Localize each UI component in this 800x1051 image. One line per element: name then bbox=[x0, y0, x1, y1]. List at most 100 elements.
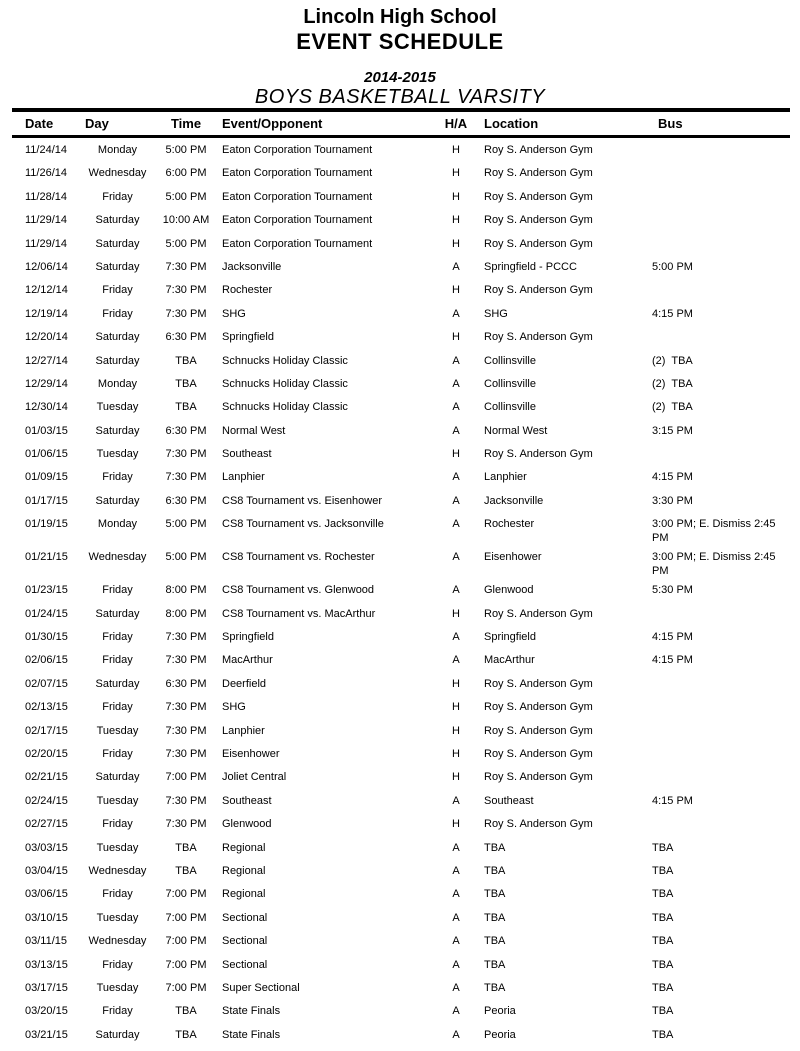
cell-date: 02/24/15 bbox=[25, 794, 68, 807]
cell-event: Joliet Central bbox=[222, 771, 287, 784]
cell-location: TBA bbox=[484, 864, 506, 877]
cell-bus: 4:15 PM bbox=[652, 794, 693, 807]
cell-day: Wednesday bbox=[88, 864, 147, 877]
cell-ha: A bbox=[452, 864, 460, 877]
cell-ha: A bbox=[452, 794, 460, 807]
cell-location: TBA bbox=[484, 958, 506, 971]
cell-ha: H bbox=[452, 747, 460, 760]
table-row: 02/17/15 Tuesday 7:30 PM Lanphier H Roy S. An… bbox=[12, 719, 790, 742]
cell-bus bbox=[650, 442, 790, 447]
cell-bus: 3:00 PM; E. Dismiss 2:45 PM bbox=[652, 518, 779, 545]
cell-date: 03/20/15 bbox=[25, 1005, 68, 1018]
cell-date: 11/24/14 bbox=[25, 144, 68, 156]
cell-time: 5:00 PM bbox=[165, 190, 207, 203]
table-row: 01/24/15 Saturday 8:00 PM CS8 Tournament vs… bbox=[12, 602, 790, 625]
cell-time: 5:00 PM bbox=[165, 144, 207, 156]
table-row: 01/23/15 Friday 8:00 PM CS8 Tournament vs. … bbox=[12, 578, 790, 601]
cell-date: 11/29/14 bbox=[25, 237, 68, 250]
schedule-table: Date Day Time Event/Opponent H/A Locatio… bbox=[12, 108, 790, 1046]
cell-ha: H bbox=[452, 144, 460, 156]
cell-bus bbox=[650, 161, 790, 166]
cell-time: 7:30 PM bbox=[165, 260, 207, 273]
table-row: 02/24/15 Tuesday 7:30 PM Southeast A Southeas… bbox=[12, 789, 790, 812]
table-row: 01/17/15 Saturday 6:30 PM CS8 Tournament vs… bbox=[12, 489, 790, 512]
cell-time: 5:00 PM bbox=[165, 551, 207, 564]
table-row: 11/29/14 Saturday 5:00 PM Eaton Corporation… bbox=[12, 232, 790, 255]
cell-location: Roy S. Anderson Gym bbox=[484, 677, 593, 690]
cell-event: Lanphier bbox=[222, 471, 265, 484]
cell-date: 12/20/14 bbox=[25, 331, 68, 344]
cell-bus: TBA bbox=[652, 1005, 674, 1018]
table-row: 12/20/14 Saturday 6:30 PM Springfield H Roy S… bbox=[12, 325, 790, 348]
cell-location: Roy S. Anderson Gym bbox=[484, 214, 593, 227]
cell-ha: A bbox=[452, 260, 460, 273]
table-row: 03/06/15 Friday 7:00 PM Regional A TBA TBA bbox=[12, 882, 790, 905]
cell-event: Deerfield bbox=[222, 677, 267, 690]
cell-date: 11/26/14 bbox=[25, 167, 68, 180]
cell-bus: TBA bbox=[652, 911, 674, 924]
cell-event: Sectional bbox=[222, 911, 268, 924]
cell-location: Roy S. Anderson Gym bbox=[484, 190, 593, 203]
team-name: BOYS BASKETBALL VARSITY bbox=[254, 86, 546, 108]
cell-date: 01/09/15 bbox=[25, 471, 68, 484]
col-header-time: Time bbox=[170, 116, 202, 131]
cell-date: 01/19/15 bbox=[25, 518, 68, 531]
cell-day: Friday bbox=[102, 307, 133, 320]
cell-event: SHG bbox=[222, 307, 246, 320]
table-row: 01/30/15 Friday 7:30 PM Springfield A Springf… bbox=[12, 625, 790, 648]
cell-date: 12/06/14 bbox=[25, 260, 68, 273]
table-row: 02/07/15 Saturday 6:30 PM Deerfield H Roy S. … bbox=[12, 672, 790, 695]
col-header-bus: Bus bbox=[658, 116, 683, 131]
cell-date: 12/19/14 bbox=[25, 307, 68, 320]
cell-location: Roy S. Anderson Gym bbox=[484, 607, 593, 620]
cell-time: 8:00 PM bbox=[165, 584, 207, 597]
cell-bus: 5:00 PM bbox=[652, 260, 693, 273]
cell-bus: TBA bbox=[652, 958, 674, 971]
cell-day: Monday bbox=[97, 377, 138, 390]
cell-day: Saturday bbox=[95, 424, 140, 437]
cell-date: 03/10/15 bbox=[25, 911, 68, 924]
cell-day: Saturday bbox=[95, 607, 140, 620]
cell-event: Glenwood bbox=[222, 818, 272, 831]
cell-ha: A bbox=[452, 1005, 460, 1018]
cell-time: TBA bbox=[175, 1005, 197, 1018]
cell-ha: A bbox=[452, 551, 460, 564]
table-row: 01/19/15 Monday 5:00 PM CS8 Tournament vs. … bbox=[12, 512, 790, 545]
cell-day: Tuesday bbox=[96, 981, 139, 994]
table-row: 03/04/15 Wednesday TBA Regional A TBA TBA bbox=[12, 859, 790, 882]
col-header-location: Location bbox=[484, 116, 539, 131]
cell-location: TBA bbox=[484, 841, 506, 854]
cell-day: Friday bbox=[102, 654, 133, 667]
cell-bus bbox=[650, 812, 790, 817]
cell-event: Schnucks Holiday Classic bbox=[222, 354, 348, 367]
cell-location: Roy S. Anderson Gym bbox=[484, 237, 593, 250]
cell-event: State Finals bbox=[222, 1028, 281, 1041]
cell-bus: (2) TBA bbox=[652, 354, 693, 367]
cell-time: 8:00 PM bbox=[165, 607, 207, 620]
cell-location: TBA bbox=[484, 935, 506, 948]
col-header-day: Day bbox=[85, 116, 109, 131]
cell-date: 03/11/15 bbox=[25, 935, 68, 948]
cell-ha: A bbox=[452, 584, 460, 597]
cell-event: MacArthur bbox=[222, 654, 273, 667]
cell-bus bbox=[650, 602, 790, 607]
cell-ha: A bbox=[452, 518, 460, 531]
cell-time: TBA bbox=[175, 401, 197, 414]
cell-location: Peoria bbox=[484, 1028, 516, 1041]
cell-location: Lanphier bbox=[484, 471, 527, 484]
cell-ha: A bbox=[452, 841, 460, 854]
cell-location: Roy S. Anderson Gym bbox=[484, 747, 593, 760]
cell-date: 02/13/15 bbox=[25, 701, 68, 714]
table-row: 03/03/15 Tuesday TBA Regional A TBA TBA bbox=[12, 836, 790, 859]
cell-bus: 4:15 PM bbox=[652, 471, 693, 484]
cell-bus: 3:00 PM; E. Dismiss 2:45 PM bbox=[652, 551, 779, 578]
cell-day: Wednesday bbox=[88, 167, 147, 180]
cell-location: Roy S. Anderson Gym bbox=[484, 284, 593, 297]
cell-bus: (2) TBA bbox=[652, 377, 693, 390]
cell-event: Eaton Corporation Tournament bbox=[222, 237, 373, 250]
cell-date: 03/03/15 bbox=[25, 841, 68, 854]
cell-event: Jacksonville bbox=[222, 260, 282, 273]
cell-ha: H bbox=[452, 167, 460, 180]
cell-ha: A bbox=[452, 307, 460, 320]
cell-date: 02/07/15 bbox=[25, 677, 68, 690]
